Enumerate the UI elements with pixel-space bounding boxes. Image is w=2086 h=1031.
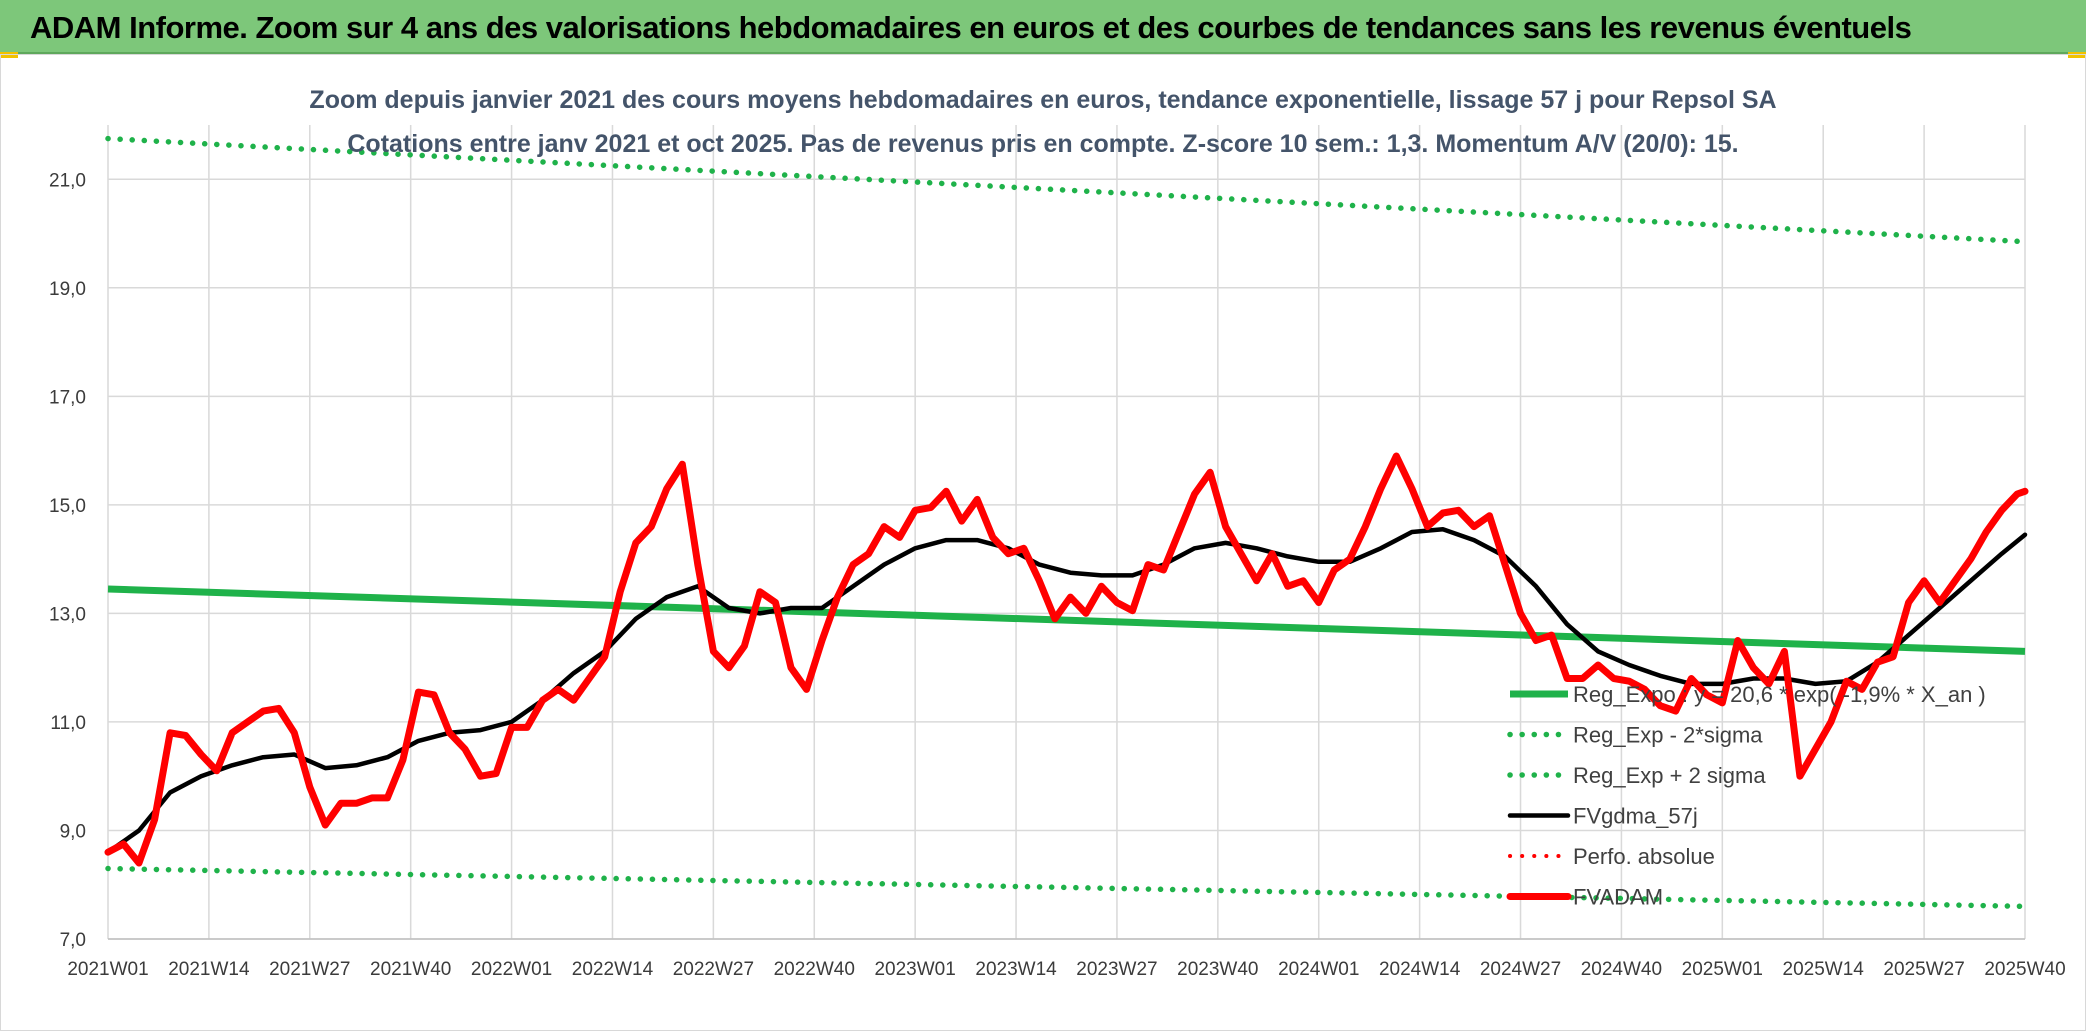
page-title: ADAM Informe. Zoom sur 4 ans des valoris… xyxy=(30,10,1912,45)
header-banner: ADAM Informe. Zoom sur 4 ans des valoris… xyxy=(0,0,2086,54)
x-axis-ticks: 2021W01 2021W14 2021W27 2021W40 2022W01 2022W… xyxy=(67,959,2065,980)
y-tick-label: 17,0 xyxy=(49,387,86,408)
series-layer xyxy=(104,135,2029,910)
chart-title-line1: Zoom depuis janvier 2021 des cours moyen… xyxy=(309,86,1776,114)
legend-label: Reg_Exp + 2 sigma xyxy=(1573,763,1766,788)
x-tick-label: 2023W01 xyxy=(874,959,955,980)
x-tick-label: 2022W14 xyxy=(572,959,654,980)
y-tick-label: 13,0 xyxy=(49,604,86,625)
x-tick-label: 2024W01 xyxy=(1278,959,1359,980)
x-tick-label: 2025W01 xyxy=(1682,959,1763,980)
corner-mark-right xyxy=(2068,52,2086,58)
legend-label: Reg_Expo : y = 20,6 * exp( -1,9% * X_an … xyxy=(1573,682,1986,707)
x-tick-label: 2021W14 xyxy=(168,959,250,980)
x-tick-label: 2025W40 xyxy=(1984,959,2065,980)
x-tick-label: 2023W40 xyxy=(1177,959,1258,980)
legend: Reg_Expo : y = 20,6 * exp( -1,9% * X_an … xyxy=(1506,682,1986,910)
y-tick-label: 11,0 xyxy=(50,713,86,734)
y-tick-label: 7,0 xyxy=(60,930,86,951)
x-tick-label: 2021W01 xyxy=(67,959,148,980)
x-tick-label: 2025W27 xyxy=(1883,959,1964,980)
legend-label: FVADAM xyxy=(1573,885,1663,910)
x-tick-label: 2022W27 xyxy=(673,959,754,980)
x-tick-label: 2025W14 xyxy=(1783,959,1865,980)
legend-label: Perfo. absolue xyxy=(1573,844,1715,869)
x-tick-label: 2024W14 xyxy=(1379,959,1461,980)
series-line-reg-expo-y-20-6-exp-1-9-x-an xyxy=(107,585,2026,655)
y-tick-label: 21,0 xyxy=(49,170,86,191)
x-tick-label: 2022W40 xyxy=(774,959,855,980)
series-line-reg-exp-2-sigma xyxy=(105,865,2028,910)
y-axis-ticks: 7,0 9,0 11,0 13,0 15,0 17,0 19,0 21,0 xyxy=(49,170,86,951)
legend-label: FVgdma_57j xyxy=(1573,804,1698,829)
y-tick-label: 19,0 xyxy=(49,279,86,300)
chart-title-line2: Cotations entre janv 2021 et oct 2025. P… xyxy=(347,130,1738,158)
x-tick-label: 2024W27 xyxy=(1480,959,1561,980)
x-tick-label: 2021W27 xyxy=(269,959,350,980)
legend-label: Reg_Exp - 2*sigma xyxy=(1573,723,1763,748)
series-line-reg-exp-2-sigma xyxy=(105,135,2028,245)
x-tick-label: 2024W40 xyxy=(1581,959,1662,980)
gridlines xyxy=(107,125,2026,940)
y-tick-label: 9,0 xyxy=(60,821,86,842)
x-tick-label: 2022W01 xyxy=(471,959,552,980)
x-tick-label: 2023W14 xyxy=(975,959,1057,980)
y-tick-label: 15,0 xyxy=(49,496,86,517)
series-line-fvadam xyxy=(104,452,2029,867)
x-tick-label: 2021W40 xyxy=(370,959,451,980)
series-line-fvgdma-57j xyxy=(105,527,2028,855)
x-tick-label: 2023W27 xyxy=(1076,959,1157,980)
corner-mark-left xyxy=(0,52,18,58)
